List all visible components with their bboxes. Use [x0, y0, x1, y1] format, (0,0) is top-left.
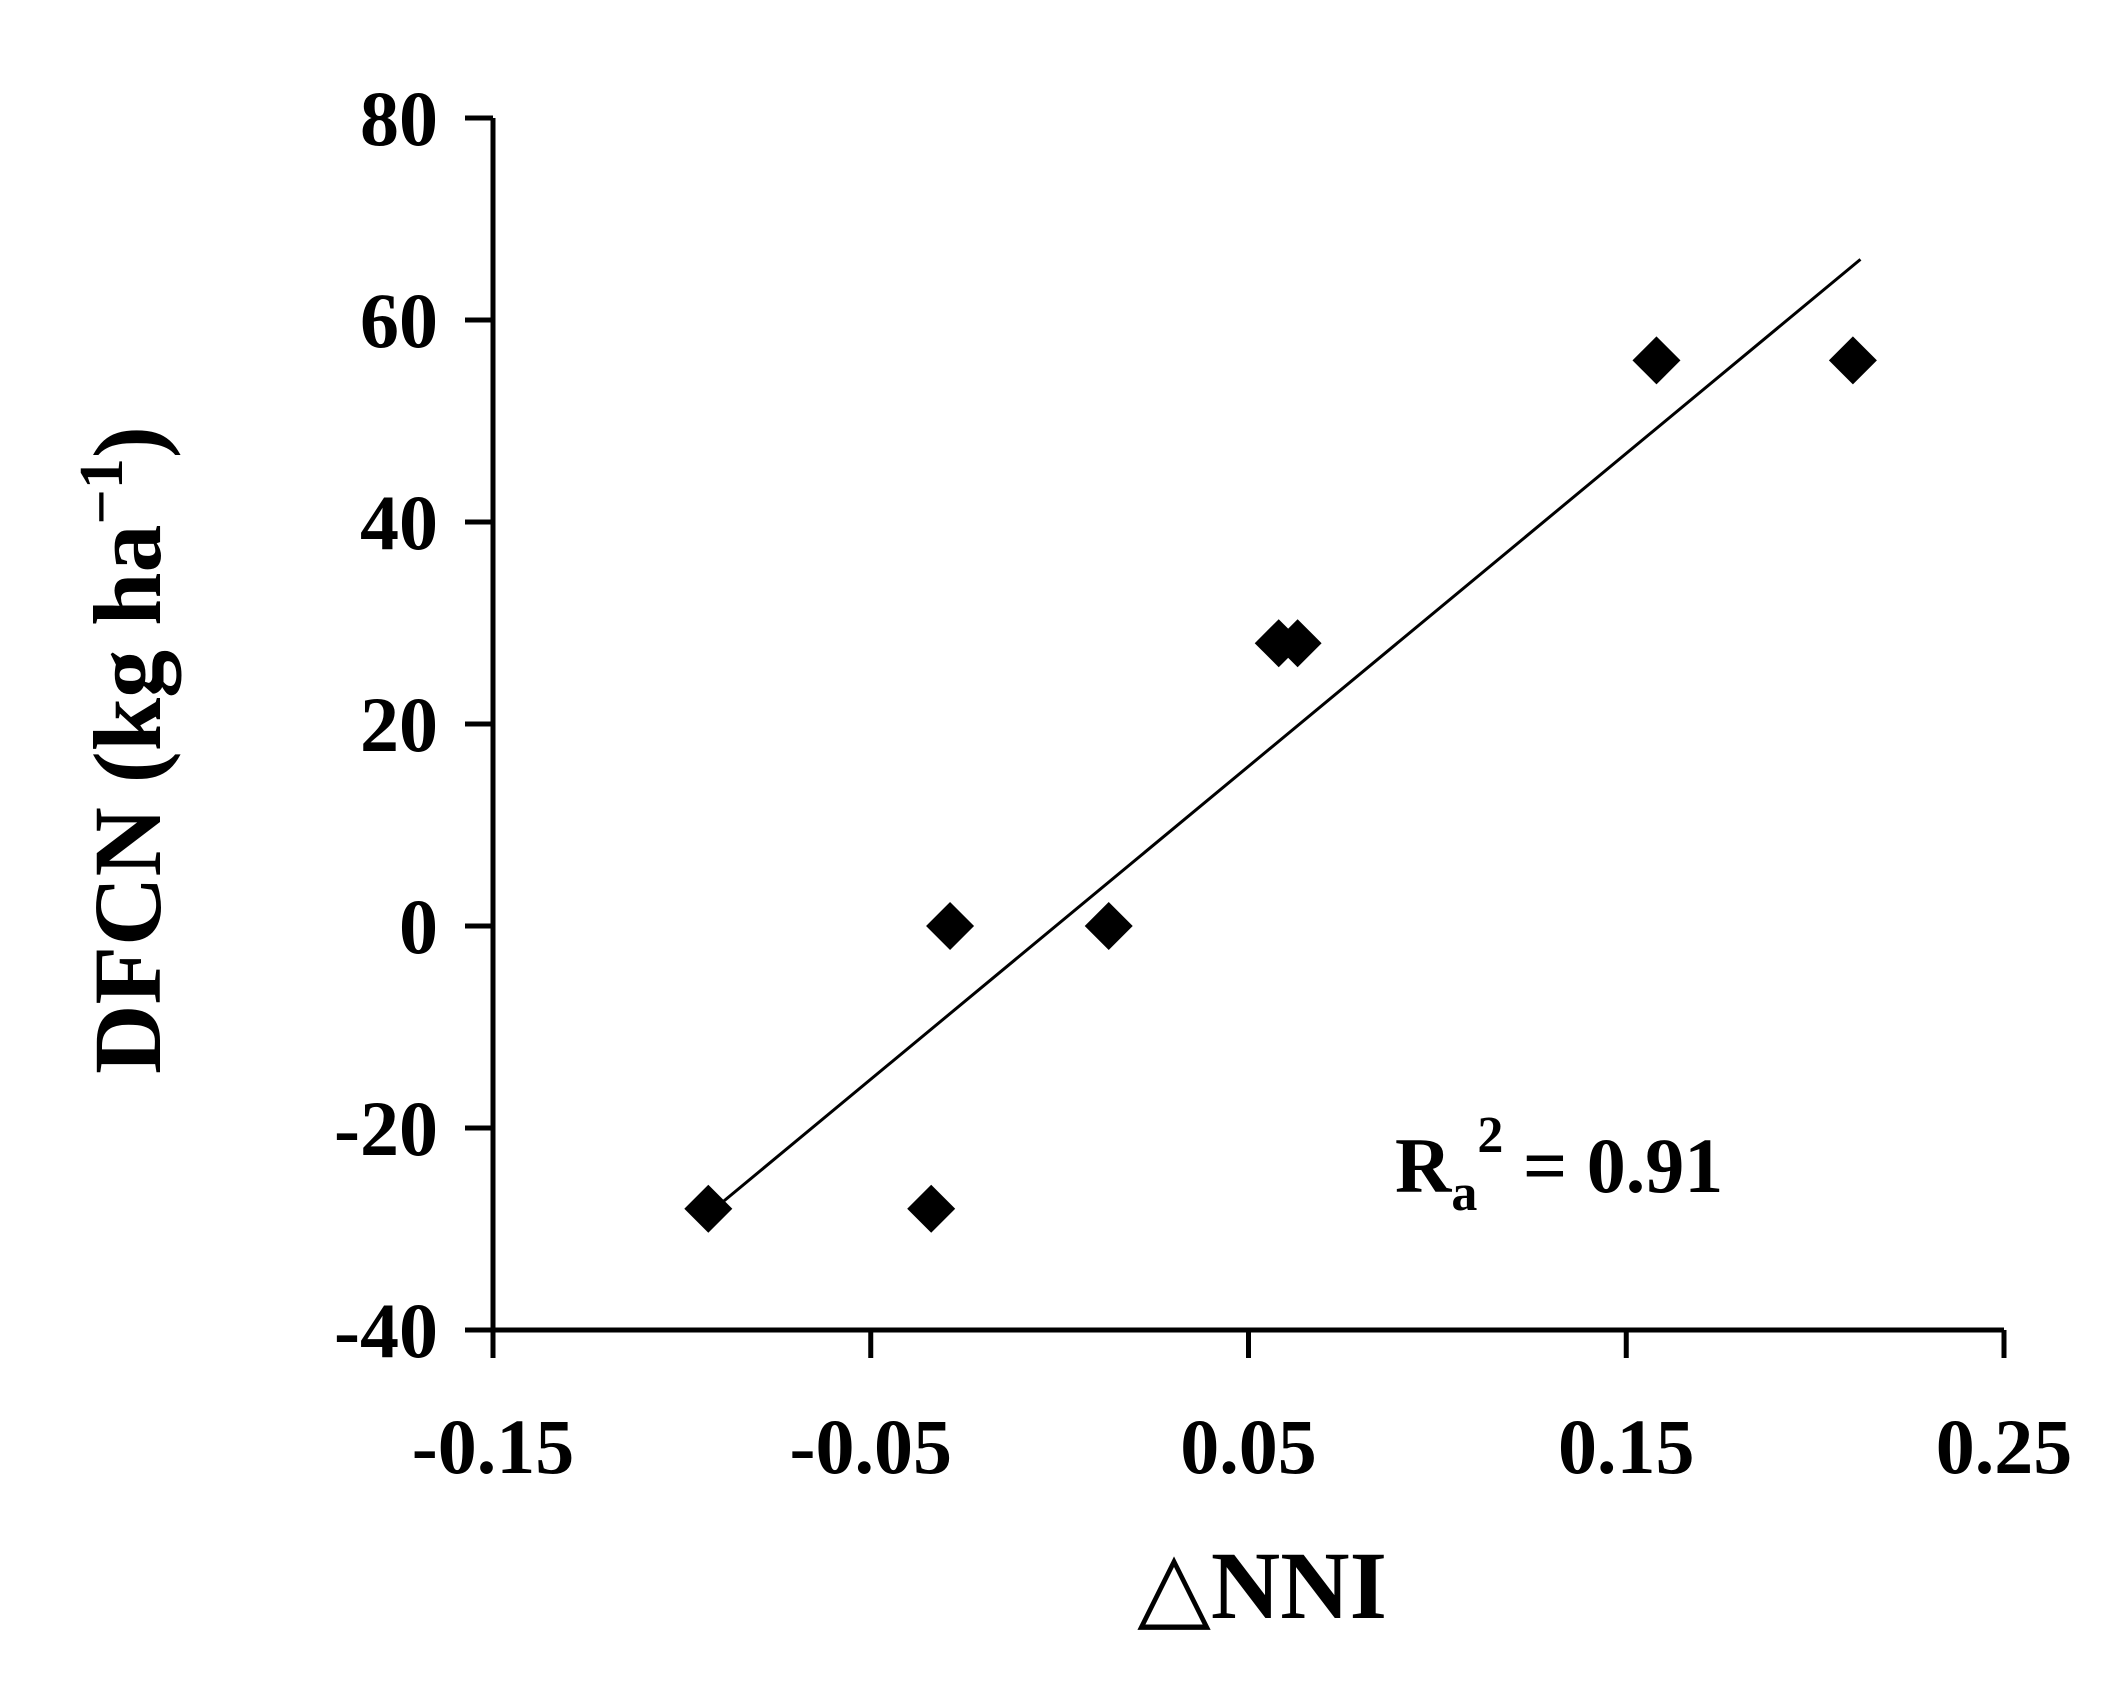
- x-ticks: -0.15 -0.05 0.05 0.15 0.25: [412, 1330, 2072, 1490]
- y-tick-label: 80: [360, 75, 438, 162]
- regression-line-group: [707, 258, 1862, 1216]
- data-point: [1632, 336, 1681, 385]
- y-axis-title: DFCN (kg ha−1): [68, 426, 181, 1074]
- y-axis-title-main: DFCN (kg ha: [74, 524, 181, 1073]
- r-squared-annotation: Ra2 = 0.91: [1395, 1107, 1723, 1222]
- y-tick-label: 60: [360, 277, 438, 364]
- data-point: [684, 1184, 733, 1233]
- x-tick-label: -0.15: [412, 1403, 574, 1490]
- annotation-main: R: [1395, 1122, 1453, 1209]
- annotation-sup: 2: [1477, 1107, 1503, 1164]
- y-axis-title-sup: −1: [68, 458, 136, 524]
- data-points: [684, 336, 1877, 1233]
- data-point: [1828, 336, 1877, 385]
- data-point: [1084, 902, 1133, 950]
- x-tick-label: -0.05: [790, 1403, 952, 1490]
- annotation-sub: a: [1451, 1165, 1477, 1222]
- y-tick-label: -20: [334, 1085, 438, 1172]
- y-tick-label: 20: [360, 681, 438, 768]
- x-tick-label: 0.05: [1180, 1403, 1317, 1490]
- axes: [490, 118, 2004, 1333]
- data-point: [1273, 619, 1322, 668]
- data-point: [907, 1184, 956, 1233]
- annotation-rest: = 0.91: [1503, 1122, 1723, 1209]
- regression-line: [707, 258, 1862, 1216]
- y-tick-label: -40: [334, 1287, 438, 1374]
- y-tick-label: 40: [360, 479, 438, 566]
- x-axis-title: △NNI: [1137, 1532, 1387, 1639]
- y-axis-title-close: ): [74, 426, 181, 458]
- y-tick-label: 0: [399, 883, 438, 970]
- x-tick-label: 0.15: [1558, 1403, 1695, 1490]
- data-point: [926, 902, 975, 950]
- y-ticks: -40 -20 0 20 40 60 80: [334, 75, 493, 1374]
- x-tick-label: 0.25: [1936, 1403, 2073, 1490]
